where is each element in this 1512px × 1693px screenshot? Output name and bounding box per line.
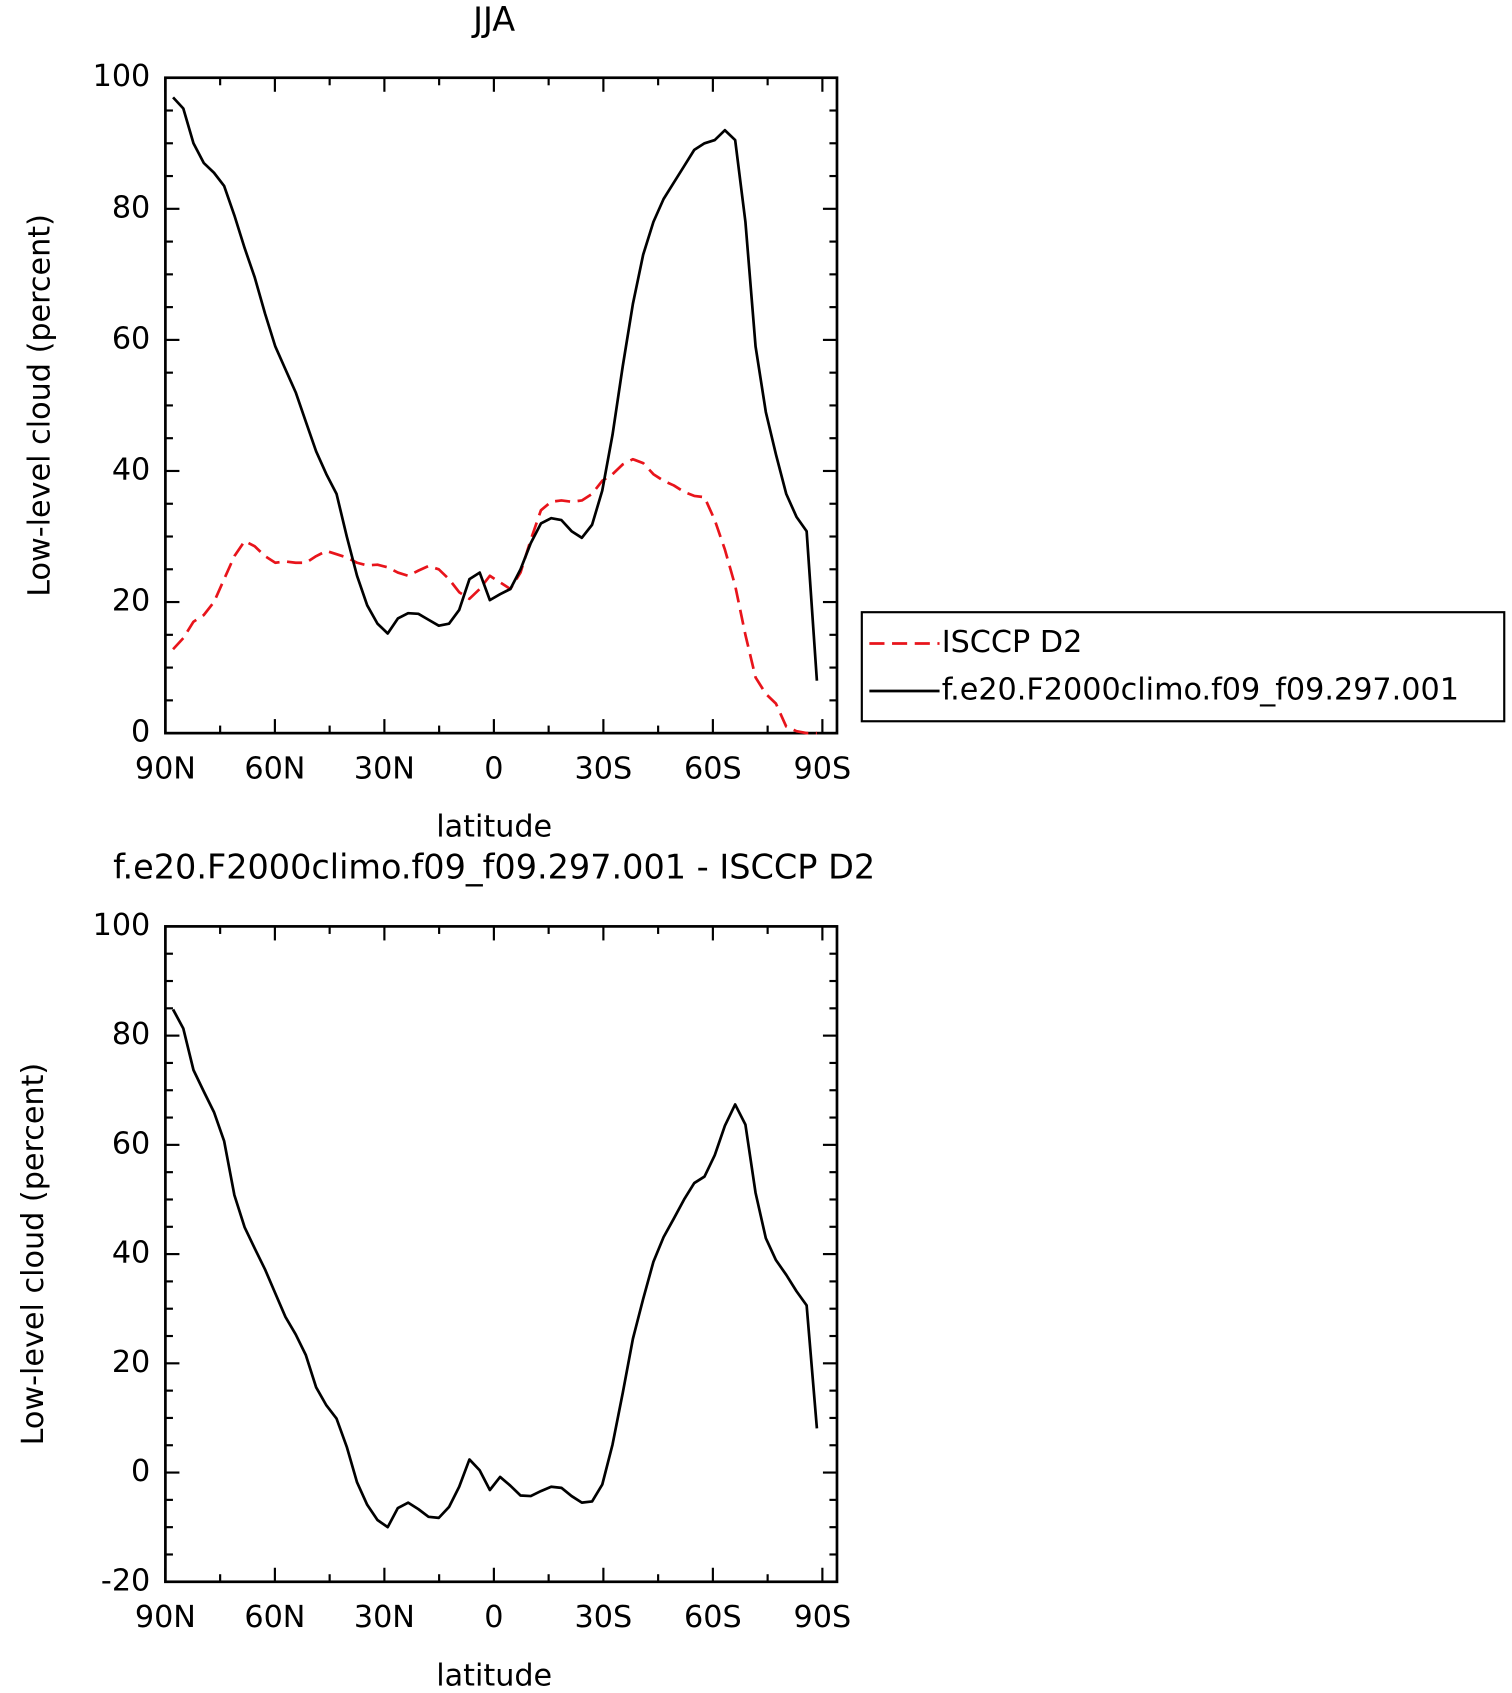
- x-axis-label: latitude: [436, 1658, 552, 1693]
- x-tick-label: 0: [484, 1600, 503, 1635]
- x-tick-label: 30N: [354, 751, 415, 786]
- x-tick-label: 30N: [354, 1600, 415, 1635]
- y-tick-label: 0: [131, 1454, 150, 1489]
- y-axis-label: Low-level cloud (percent): [16, 1063, 51, 1446]
- chart-title: JJA: [471, 0, 515, 39]
- y-tick-label: 100: [93, 59, 151, 94]
- y-tick-label: 0: [131, 715, 150, 750]
- y-tick-label: 40: [112, 452, 150, 487]
- y-axis-label: Low-level cloud (percent): [23, 214, 58, 597]
- legend-label: f.e20.F2000climo.f09_f09.297.001: [942, 673, 1459, 708]
- x-tick-label: 0: [484, 751, 503, 786]
- x-tick-label: 30S: [575, 1600, 633, 1635]
- y-tick-label: 20: [112, 1345, 150, 1380]
- legend-box: [860, 611, 1506, 723]
- y-tick-label: 40: [112, 1236, 150, 1271]
- x-tick-label: 90N: [135, 751, 196, 786]
- x-tick-label: 90N: [135, 1600, 196, 1635]
- series-line: [172, 96, 819, 681]
- y-tick-label: 80: [112, 1017, 150, 1052]
- chart-title: f.e20.F2000climo.f09_f09.297.001 - ISCCP…: [113, 848, 875, 887]
- x-tick-label: 30S: [575, 751, 633, 786]
- plot-frame: [164, 925, 839, 1584]
- x-axis-label: latitude: [436, 810, 552, 845]
- y-tick-label: 80: [112, 190, 150, 225]
- x-tick-label: 90S: [794, 751, 852, 786]
- plot-frame: [164, 76, 839, 735]
- legend-label: ISCCP D2: [942, 625, 1083, 660]
- series-line: [171, 1008, 819, 1529]
- y-tick-label: 20: [112, 584, 150, 619]
- x-tick-label: 60S: [684, 1600, 742, 1635]
- x-tick-label: 60S: [684, 751, 742, 786]
- x-tick-label: 60N: [244, 1600, 305, 1635]
- y-tick-label: -20: [101, 1563, 150, 1598]
- y-tick-label: 60: [112, 321, 150, 356]
- x-tick-label: 90S: [794, 1600, 852, 1635]
- x-tick-label: 60N: [244, 751, 305, 786]
- y-tick-label: 60: [112, 1126, 150, 1161]
- series-line: [172, 457, 817, 735]
- y-tick-label: 100: [93, 908, 151, 943]
